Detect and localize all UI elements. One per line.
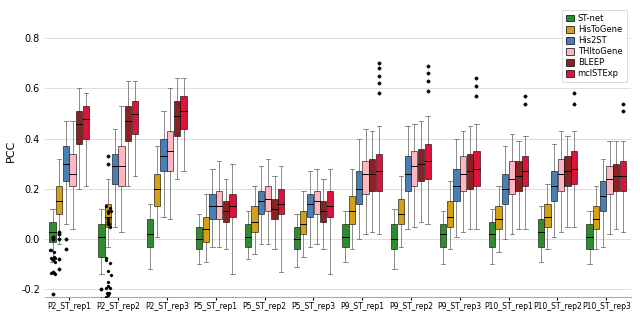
- Bar: [229, 194, 236, 217]
- Bar: [474, 151, 479, 186]
- Bar: [502, 174, 508, 204]
- Bar: [118, 146, 125, 186]
- Bar: [244, 224, 251, 247]
- Bar: [557, 159, 564, 191]
- Y-axis label: PCC: PCC: [6, 140, 15, 162]
- Bar: [76, 111, 83, 144]
- Bar: [544, 204, 550, 227]
- Bar: [132, 101, 138, 134]
- Bar: [196, 227, 202, 249]
- Bar: [147, 219, 154, 247]
- Bar: [174, 101, 180, 136]
- Bar: [509, 161, 515, 194]
- Bar: [453, 169, 460, 201]
- Bar: [63, 146, 69, 181]
- Bar: [424, 144, 431, 179]
- Bar: [320, 201, 326, 222]
- Bar: [356, 171, 362, 204]
- Bar: [349, 197, 355, 224]
- Bar: [70, 154, 76, 186]
- Bar: [167, 131, 173, 171]
- Bar: [467, 154, 473, 189]
- Bar: [571, 151, 577, 184]
- Bar: [180, 96, 187, 129]
- Bar: [522, 156, 529, 186]
- Bar: [586, 224, 593, 249]
- Bar: [411, 151, 417, 186]
- Bar: [99, 224, 104, 257]
- Bar: [538, 219, 544, 247]
- Bar: [203, 217, 209, 242]
- Bar: [593, 206, 600, 229]
- Bar: [271, 199, 278, 219]
- Bar: [265, 186, 271, 211]
- Bar: [600, 181, 606, 211]
- Bar: [460, 156, 467, 191]
- Bar: [369, 159, 375, 191]
- Bar: [209, 194, 216, 219]
- Bar: [216, 191, 222, 219]
- Bar: [551, 171, 557, 201]
- Bar: [620, 161, 626, 191]
- Bar: [489, 222, 495, 247]
- Bar: [418, 149, 424, 181]
- Bar: [161, 139, 166, 171]
- Bar: [564, 156, 571, 186]
- Bar: [307, 194, 313, 217]
- Bar: [404, 156, 411, 191]
- Bar: [223, 201, 229, 222]
- Bar: [515, 161, 522, 191]
- Bar: [125, 106, 131, 141]
- Bar: [391, 224, 397, 249]
- Bar: [613, 164, 620, 191]
- Bar: [56, 186, 62, 214]
- Bar: [440, 224, 446, 247]
- Bar: [362, 161, 369, 194]
- Legend: ST-net, HisToGene, His2ST, THItoGene, BLEEP, mclSTExp: ST-net, HisToGene, His2ST, THItoGene, BL…: [562, 10, 627, 82]
- Bar: [300, 211, 307, 234]
- Bar: [495, 206, 502, 229]
- Bar: [447, 201, 453, 227]
- Bar: [398, 199, 404, 224]
- Bar: [314, 191, 320, 214]
- Bar: [376, 154, 382, 191]
- Bar: [258, 191, 264, 214]
- Bar: [278, 189, 284, 214]
- Bar: [154, 174, 160, 206]
- Bar: [83, 106, 89, 139]
- Bar: [49, 222, 56, 242]
- Bar: [342, 224, 349, 247]
- Bar: [111, 154, 118, 184]
- Bar: [327, 191, 333, 217]
- Bar: [294, 227, 300, 249]
- Bar: [607, 166, 612, 194]
- Bar: [252, 206, 258, 232]
- Bar: [105, 204, 111, 227]
